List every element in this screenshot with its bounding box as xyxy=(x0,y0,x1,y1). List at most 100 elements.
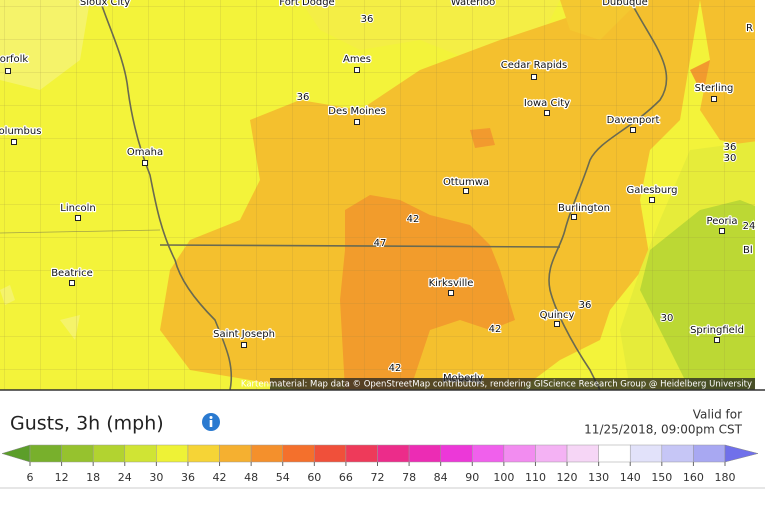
city-label: Omaha xyxy=(127,147,163,158)
city-marker xyxy=(75,215,81,221)
scale-tick-label: 18 xyxy=(86,471,100,484)
city-layer: Sioux City Fort Dodge Waterloo Dubuque Rorfo… xyxy=(0,0,754,385)
city-marker xyxy=(463,188,469,194)
color-scale: 6 12 18 24 30 36 42 48 54 60 66 72 78 84 90 100 110 120 13… xyxy=(1,444,759,484)
city-marker xyxy=(649,197,655,203)
county-lines xyxy=(0,0,755,390)
contour-label: 24 xyxy=(743,221,756,232)
city-marker xyxy=(448,290,454,296)
city-marker xyxy=(719,228,725,234)
state-border xyxy=(159,244,561,248)
scale-tick-label: 100 xyxy=(493,471,514,484)
scale-tick-label: 120 xyxy=(557,471,578,484)
city-label: olumbus xyxy=(0,126,41,137)
scale-tick-label: 48 xyxy=(244,471,258,484)
scale-tick-label: 6 xyxy=(27,471,34,484)
city-label: Quincy xyxy=(540,310,575,321)
city-label: orfolk xyxy=(0,54,28,65)
scale-cell xyxy=(377,444,410,463)
state-border xyxy=(99,0,233,390)
city-label: Ames xyxy=(343,54,371,65)
scale-cell xyxy=(440,444,473,463)
city-marker xyxy=(69,280,75,286)
scale-cell xyxy=(250,444,283,463)
state-border xyxy=(548,0,668,390)
legend: Gusts, 3h (mph) Valid for 11/25/2018, 09… xyxy=(0,408,765,489)
city-label: Bl xyxy=(743,245,753,256)
scale-cell xyxy=(187,444,220,463)
city-label: Sioux City xyxy=(80,0,130,8)
contour-label: 30 xyxy=(724,153,737,164)
scale-cell xyxy=(661,444,694,463)
scale-arrow-high xyxy=(724,444,759,463)
city-label: Springfield xyxy=(690,325,744,336)
city-marker xyxy=(5,68,11,74)
scale-cell xyxy=(503,444,536,463)
scale-cell xyxy=(61,444,94,463)
contour-label: 42 xyxy=(489,324,502,335)
scale-cell xyxy=(314,444,347,463)
city-marker xyxy=(531,74,537,80)
scale-tick-label: 66 xyxy=(339,471,353,484)
scale-tick-label: 180 xyxy=(715,471,736,484)
scale-tick-label: 90 xyxy=(465,471,479,484)
city-label: Fort Dodge xyxy=(279,0,334,8)
scale-arrow-low xyxy=(1,444,31,463)
scale-tick-label: 160 xyxy=(683,471,704,484)
contour-label: 36 xyxy=(579,300,592,311)
scale-cell xyxy=(693,444,726,463)
contour-label: 42 xyxy=(407,214,420,225)
city-marker xyxy=(544,110,550,116)
scale-tick-label: 110 xyxy=(525,471,546,484)
scale-tick-label: 72 xyxy=(371,471,385,484)
attribution: Kartenmaterial: Map data © OpenStreetMap… xyxy=(241,380,752,390)
city-label: Peoria xyxy=(707,216,738,227)
state-border xyxy=(0,229,161,234)
city-marker xyxy=(241,342,247,348)
city-label: Dubuque xyxy=(602,0,648,8)
contour-label: 36 xyxy=(724,142,737,153)
scale-tick-label: 84 xyxy=(434,471,448,484)
city-label: Davenport xyxy=(607,115,660,126)
scale-cell xyxy=(598,444,631,463)
scale-tick-label: 42 xyxy=(213,471,227,484)
contour-label: 30 xyxy=(661,313,674,324)
scale-cell xyxy=(92,444,126,463)
scale-cell xyxy=(472,444,505,463)
scale-cell xyxy=(345,444,378,463)
scale-cell xyxy=(282,444,315,463)
info-icon[interactable] xyxy=(202,413,220,431)
scale-cell xyxy=(535,444,568,463)
map: Sioux City Fort Dodge Waterloo Dubuque Rorfo… xyxy=(0,0,756,390)
city-label: Burlington xyxy=(558,203,610,214)
scale-cell xyxy=(156,444,189,463)
scale-tick-label: 78 xyxy=(402,471,416,484)
scale-tick-label: 54 xyxy=(276,471,290,484)
contour-label: 47 xyxy=(374,238,387,249)
legend-title: Gusts, 3h (mph) xyxy=(10,413,164,435)
city-label: Beatrice xyxy=(51,268,93,279)
city-label: Saint Joseph xyxy=(213,329,275,340)
contour-label: 42 xyxy=(389,363,402,374)
city-label: Lincoln xyxy=(60,203,95,214)
scale-tick-label: 30 xyxy=(149,471,163,484)
scale-cell xyxy=(219,444,252,463)
city-marker xyxy=(711,96,717,102)
scale-cell xyxy=(29,444,62,463)
city-label: Cedar Rapids xyxy=(501,60,567,71)
scale-cell xyxy=(629,444,663,463)
scale-tick-label: 12 xyxy=(55,471,69,484)
city-label: Ottumwa xyxy=(443,177,489,188)
scale-cell xyxy=(566,444,599,463)
contour-label: 36 xyxy=(297,92,310,103)
city-label: R xyxy=(746,23,753,34)
city-label: Des Moines xyxy=(328,106,385,117)
city-marker xyxy=(554,321,560,327)
scale-tick-label: 36 xyxy=(181,471,195,484)
city-label: Galesburg xyxy=(627,185,678,196)
city-marker xyxy=(354,119,360,125)
scale-tick-label: 60 xyxy=(307,471,321,484)
city-label: Sterling xyxy=(695,83,734,94)
